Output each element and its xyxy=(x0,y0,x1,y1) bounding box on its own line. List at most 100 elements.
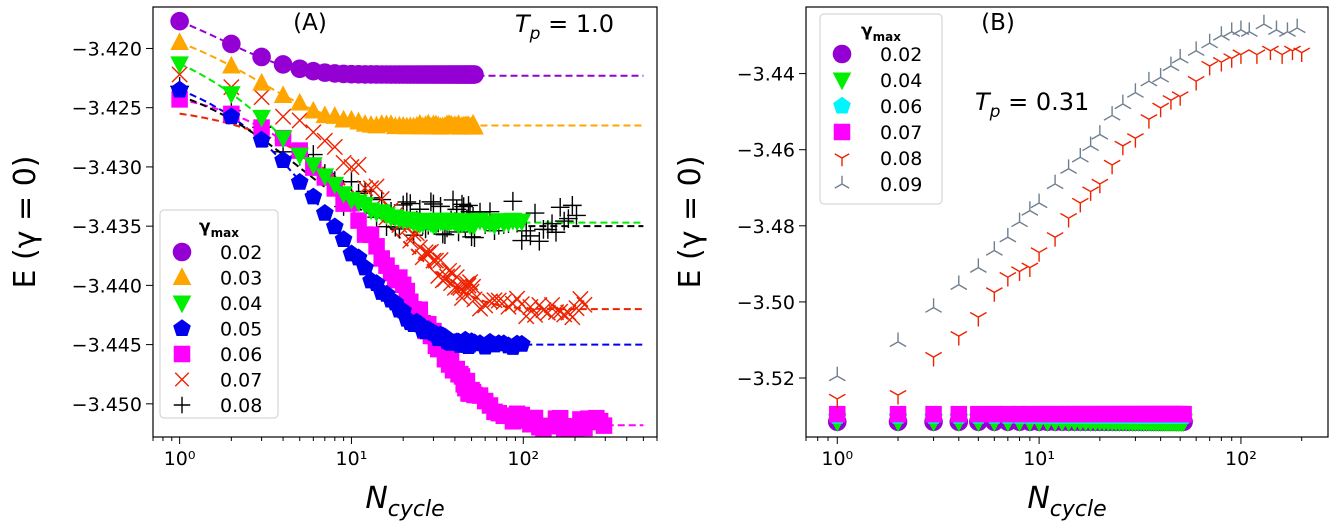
data-point xyxy=(1082,136,1100,152)
data-point xyxy=(252,109,271,128)
data-point xyxy=(1011,266,1029,281)
fit-line-0.02 xyxy=(179,20,644,77)
y-tick-label: −3.44 xyxy=(737,64,795,86)
legend-title: γmax xyxy=(861,21,901,44)
fit-line-0.08 xyxy=(179,94,644,228)
plot-area xyxy=(170,11,644,437)
data-point xyxy=(274,151,292,168)
data-point xyxy=(1030,193,1048,209)
legend-marker xyxy=(172,267,192,285)
data-point xyxy=(550,197,570,217)
data-point xyxy=(252,72,271,91)
data-point xyxy=(1293,47,1311,63)
data-point xyxy=(521,226,540,246)
data-point xyxy=(1288,18,1306,34)
legend-marker xyxy=(172,295,192,314)
data-point xyxy=(889,389,907,405)
x-tick-label: 10¹ xyxy=(336,448,368,470)
x-tick-label: 10¹ xyxy=(1023,448,1055,470)
series-0.07 xyxy=(829,405,1192,423)
series-0.07 xyxy=(171,66,593,326)
data-point xyxy=(986,405,1003,423)
data-point xyxy=(273,130,293,149)
data-point xyxy=(170,56,189,75)
data-point xyxy=(315,203,334,221)
data-point xyxy=(1171,91,1189,106)
data-point xyxy=(1201,60,1219,76)
data-point xyxy=(424,194,443,214)
axes-frame xyxy=(152,6,658,438)
y-tick-label: −3.50 xyxy=(737,292,795,314)
data-point xyxy=(889,405,907,423)
x-axis-label: Ncycle xyxy=(365,481,444,522)
legend-label: 0.04 xyxy=(880,70,922,92)
data-point xyxy=(1082,186,1100,201)
data-point xyxy=(1212,56,1230,72)
legend-label: 0.03 xyxy=(220,268,262,290)
data-point xyxy=(1140,71,1158,87)
data-point xyxy=(1273,49,1291,64)
data-point xyxy=(1232,49,1250,64)
legend-label: 0.05 xyxy=(220,319,262,341)
legend-label: 0.08 xyxy=(220,395,262,417)
legend-marker xyxy=(173,319,191,337)
data-point xyxy=(512,231,532,250)
data-point xyxy=(471,300,489,317)
data-point xyxy=(427,252,445,269)
data-point xyxy=(1175,405,1192,423)
y-tick-label: −3.445 xyxy=(72,335,142,357)
x-tick-label: 10² xyxy=(1225,448,1257,470)
legend-box xyxy=(159,209,279,419)
data-point xyxy=(421,192,441,212)
data-point xyxy=(368,178,385,195)
series-0.03 xyxy=(170,32,484,135)
y-tick-label: −3.435 xyxy=(72,216,142,238)
data-point xyxy=(1091,178,1109,194)
data-point xyxy=(503,191,523,211)
data-point xyxy=(425,252,442,269)
data-point xyxy=(397,192,417,212)
data-point xyxy=(325,176,345,195)
data-point xyxy=(290,147,310,166)
data-point xyxy=(253,89,270,106)
data-point xyxy=(1030,247,1048,262)
data-point xyxy=(465,116,484,135)
data-point xyxy=(1162,94,1180,110)
data-point xyxy=(1046,231,1064,247)
data-point xyxy=(1283,45,1301,61)
data-point xyxy=(595,417,613,434)
data-point xyxy=(335,154,352,172)
panel-label: (B) xyxy=(981,10,1015,36)
data-point xyxy=(304,157,323,175)
data-point xyxy=(1240,22,1258,38)
data-point xyxy=(1232,20,1250,36)
data-point xyxy=(222,55,241,74)
y-axis-label: E (γ = 0) xyxy=(673,156,708,289)
legend-label: 0.07 xyxy=(880,122,922,144)
data-point xyxy=(925,351,943,367)
fit-line-0.03 xyxy=(179,41,644,127)
data-point xyxy=(559,209,578,228)
data-point xyxy=(291,112,308,129)
data-point xyxy=(316,132,333,149)
legend-label: 0.04 xyxy=(220,293,262,315)
data-point xyxy=(446,279,464,296)
data-point xyxy=(950,330,968,346)
data-point xyxy=(969,258,987,273)
data-point xyxy=(828,393,846,409)
data-point xyxy=(273,85,293,104)
data-point xyxy=(443,190,463,210)
series-0.08 xyxy=(828,45,1311,409)
data-point xyxy=(1103,106,1121,121)
data-point xyxy=(525,203,545,223)
legend-marker xyxy=(832,44,852,64)
legend-marker xyxy=(173,396,191,414)
y-tick-label: −3.440 xyxy=(72,275,142,297)
legend-title: γmax xyxy=(199,217,239,240)
data-point xyxy=(252,47,271,67)
data-point xyxy=(222,34,241,54)
data-point xyxy=(925,298,943,313)
legend-marker xyxy=(833,123,851,141)
